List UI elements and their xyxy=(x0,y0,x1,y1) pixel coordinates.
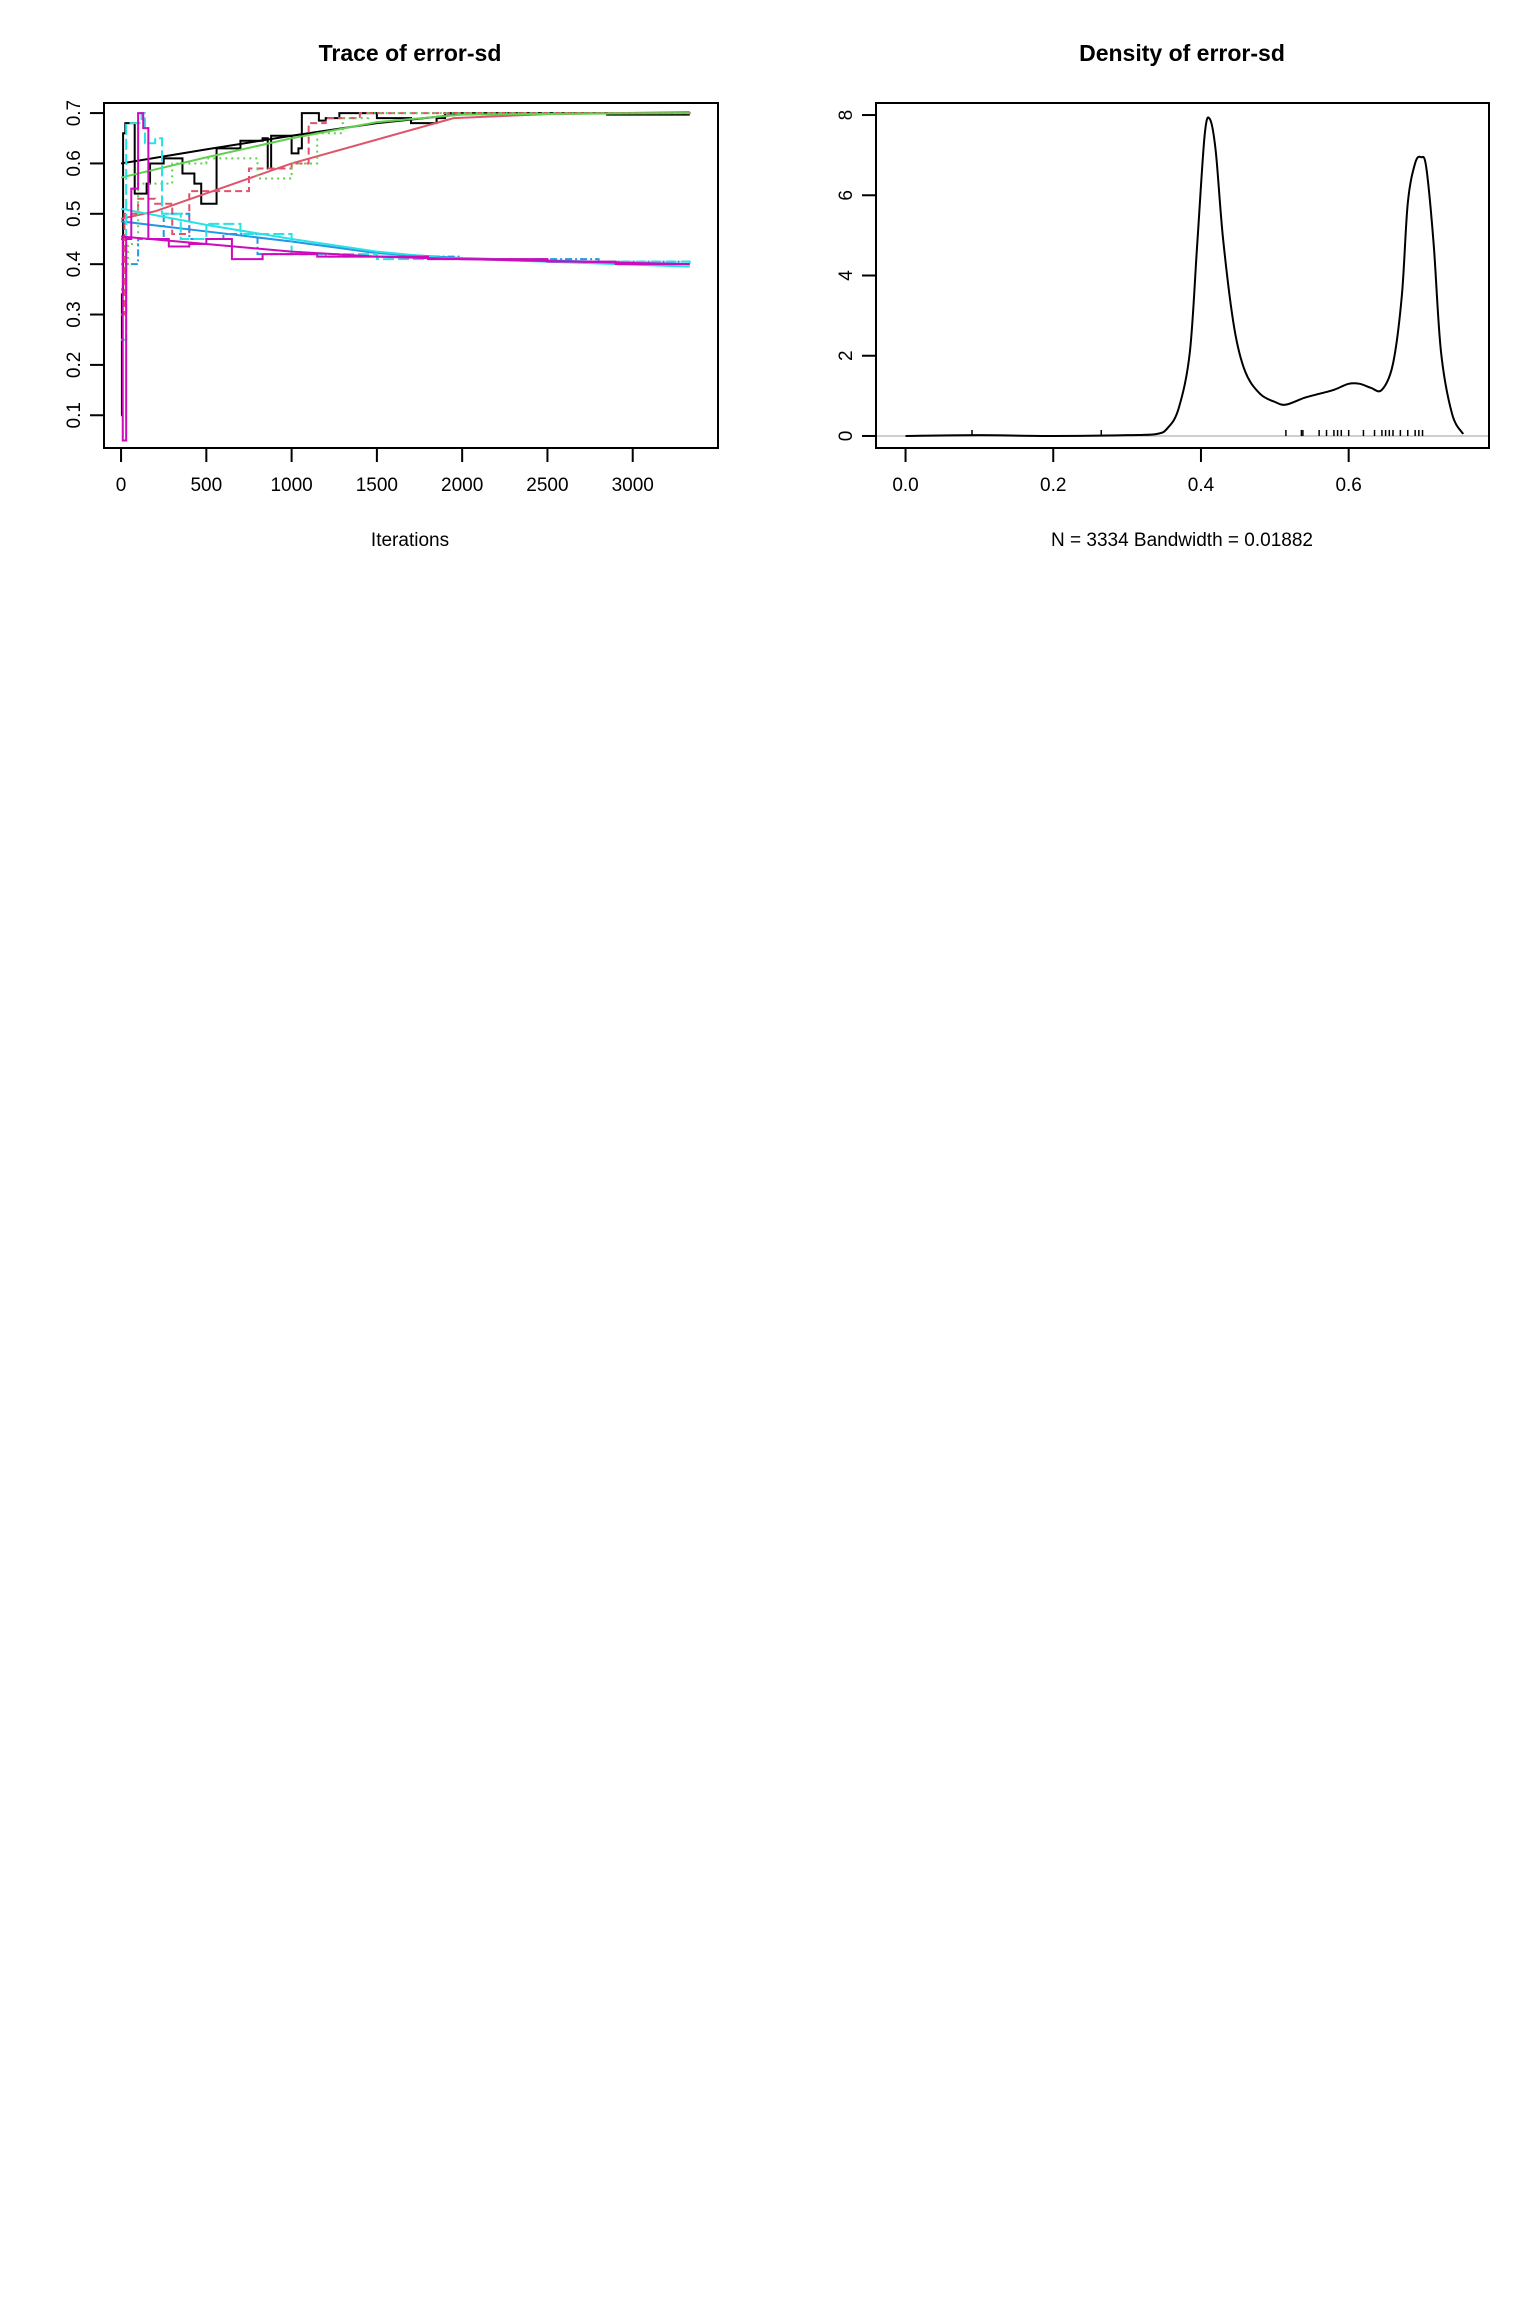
density-curve xyxy=(905,116,1465,437)
plot-frame xyxy=(103,102,719,449)
trace-plot: Trace of error-sd Iterations 0 500 1000 150… xyxy=(64,40,719,551)
y-tick-label: 0.4 xyxy=(64,251,85,278)
running-mean-chain-1 xyxy=(120,112,690,165)
plot-frame xyxy=(875,102,1490,449)
density-xlabel: N = 3334 Bandwidth = 0.01882 xyxy=(1051,530,1313,551)
x-tick-label: 1500 xyxy=(356,475,398,496)
x-tick-label: 2500 xyxy=(526,475,568,496)
x-tick-label: 0.2 xyxy=(1040,475,1066,496)
density-title: Density of error-sd xyxy=(1079,40,1285,66)
y-tick-label: 0 xyxy=(836,431,857,442)
y-tick-label: 8 xyxy=(836,110,857,121)
density-plot: Density of error-sd N = 3334 Bandwidth =… xyxy=(836,40,1490,551)
x-tick-label: 3000 xyxy=(612,475,654,496)
x-tick-label: 0.6 xyxy=(1335,475,1361,496)
y-tick-label: 0.7 xyxy=(64,100,85,126)
y-tick-label: 0.6 xyxy=(64,150,85,176)
trace-chain-3 xyxy=(121,112,690,266)
x-tick-label: 0.4 xyxy=(1188,475,1215,496)
trace-chain-5 xyxy=(121,112,691,341)
trace-xlabel: Iterations xyxy=(371,530,449,551)
x-tick-label: 500 xyxy=(190,475,222,496)
y-tick-label: 6 xyxy=(836,190,857,201)
y-tick-label: 0.2 xyxy=(64,352,85,378)
trace-chain-4 xyxy=(121,212,691,291)
x-tick-label: 2000 xyxy=(441,475,483,496)
y-tick-label: 0.3 xyxy=(64,301,85,327)
x-tick-label: 0.0 xyxy=(892,475,918,496)
trace-chain-2 xyxy=(121,112,691,316)
y-tick-label: 4 xyxy=(836,270,857,281)
running-mean-chain-6 xyxy=(120,235,690,266)
y-tick-label: 0.1 xyxy=(64,402,85,428)
x-tick-label: 1000 xyxy=(270,475,312,496)
trace-chain-1 xyxy=(120,112,690,417)
series-group xyxy=(120,111,691,442)
running-mean-chain-3 xyxy=(120,112,690,179)
x-tick-label: 0 xyxy=(116,475,127,496)
y-tick-label: 2 xyxy=(836,350,857,361)
trace-title: Trace of error-sd xyxy=(319,40,502,66)
y-tick-label: 0.5 xyxy=(64,201,85,227)
